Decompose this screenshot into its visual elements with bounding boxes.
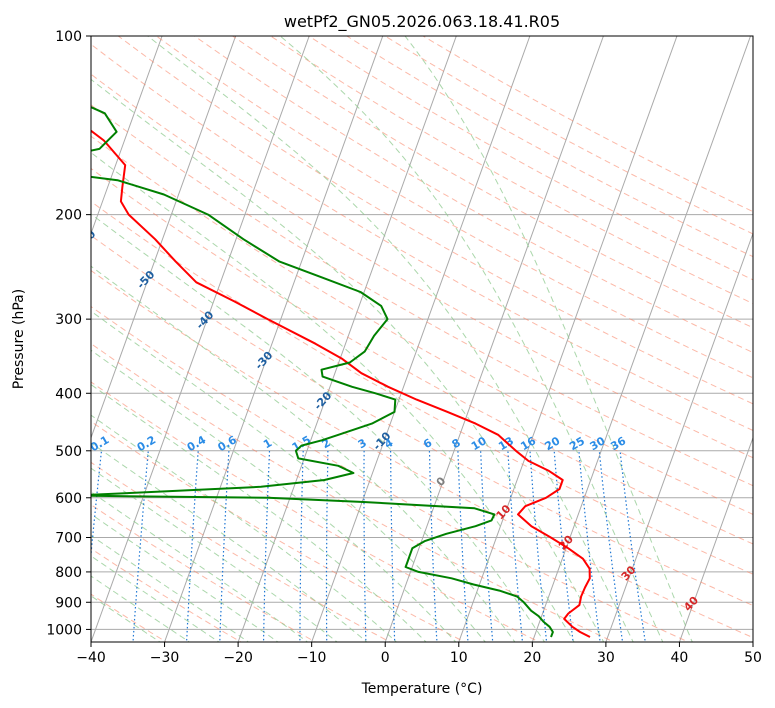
isotherm-line (237, 36, 457, 642)
y-tick-label: 400 (55, 386, 82, 402)
y-axis-ticks: 100 200 300 400 500 600 700 800 900 1000 (46, 29, 91, 638)
x-tick-label: 20 (523, 650, 541, 666)
moist-adiabats (91, 36, 693, 642)
dry-adiabat (117, 36, 753, 405)
moist-adiabat (91, 383, 427, 642)
moist-adiabat (91, 595, 161, 642)
y-tick-label: 300 (55, 312, 82, 328)
x-tick-label: 50 (744, 650, 762, 666)
dry-adiabat (156, 36, 753, 379)
moist-adiabat (91, 310, 486, 642)
isotherm-line (164, 36, 384, 642)
y-tick-label: 900 (55, 595, 82, 611)
dry-adiabat (270, 36, 753, 305)
dewpoint-line (91, 106, 554, 638)
y-axis-label: Pressure (hPa) (11, 289, 27, 389)
x-tick-label: −40 (76, 650, 106, 666)
moist-adiabat (91, 349, 457, 642)
moist-adiabat (91, 78, 605, 642)
isotherm-line (91, 36, 237, 440)
x-tick-label: 40 (671, 650, 689, 666)
x-tick-label: −20 (223, 650, 253, 666)
dry-adiabat (91, 420, 466, 642)
isotherm-line (91, 36, 163, 235)
x-tick-label: −10 (297, 650, 327, 666)
moist-adiabat (404, 36, 693, 642)
dry-adiabat (91, 135, 753, 515)
dry-adiabat (232, 36, 753, 329)
moist-adiabat (91, 467, 338, 642)
x-tick-label: 30 (597, 650, 615, 666)
x-tick-label: −30 (150, 650, 180, 666)
dry-adiabat (91, 43, 753, 431)
isotherm-label: -60 (75, 227, 98, 251)
moist-adiabat (91, 575, 191, 642)
moist-adiabat (91, 491, 309, 642)
moist-adiabat (146, 36, 634, 642)
y-tick-label: 1000 (46, 622, 82, 638)
dry-adiabat (91, 167, 753, 545)
moist-adiabat (91, 265, 516, 642)
x-tick-label: 0 (381, 650, 390, 666)
plot-frame (90, 35, 754, 643)
x-axis-label: Temperature (°C) (361, 681, 483, 697)
moist-adiabat (279, 36, 664, 642)
dry-adiabat (91, 104, 753, 487)
isotherm-line (311, 36, 531, 642)
y-tick-label: 800 (55, 565, 82, 581)
y-tick-label: 100 (55, 29, 82, 45)
y-tick-label: 200 (55, 208, 82, 224)
isotherm-line (384, 36, 604, 642)
isotherm-line (605, 231, 753, 642)
y-tick-label: 600 (55, 491, 82, 507)
chart-title: wetPf2_GN05.2026.063.18.41.R05 (284, 12, 560, 32)
moist-adiabat (91, 534, 250, 642)
moist-adiabat (91, 442, 368, 642)
isotherm-line (531, 36, 752, 642)
dry-adiabat (91, 548, 242, 642)
dry-adiabat (91, 381, 541, 642)
isotherm-line (91, 36, 310, 642)
x-axis-ticks: −40 −30 −20 −10 0 10 20 30 40 50 (76, 642, 762, 666)
isotherm-line (458, 36, 678, 642)
isotherm-lines (91, 36, 753, 642)
moist-adiabat (91, 213, 546, 642)
moist-adiabat (91, 414, 398, 642)
moist-adiabat (91, 555, 220, 642)
temperature-line (91, 129, 591, 638)
y-tick-label: 500 (55, 444, 82, 460)
x-tick-label: 10 (450, 650, 468, 666)
profile-series (91, 106, 591, 638)
dry-adiabats (91, 36, 753, 642)
dry-adiabat (91, 504, 317, 642)
moist-adiabat (91, 513, 279, 642)
dry-adiabat (91, 269, 753, 639)
y-tick-label: 700 (55, 531, 82, 547)
isotherm-line (678, 436, 753, 642)
